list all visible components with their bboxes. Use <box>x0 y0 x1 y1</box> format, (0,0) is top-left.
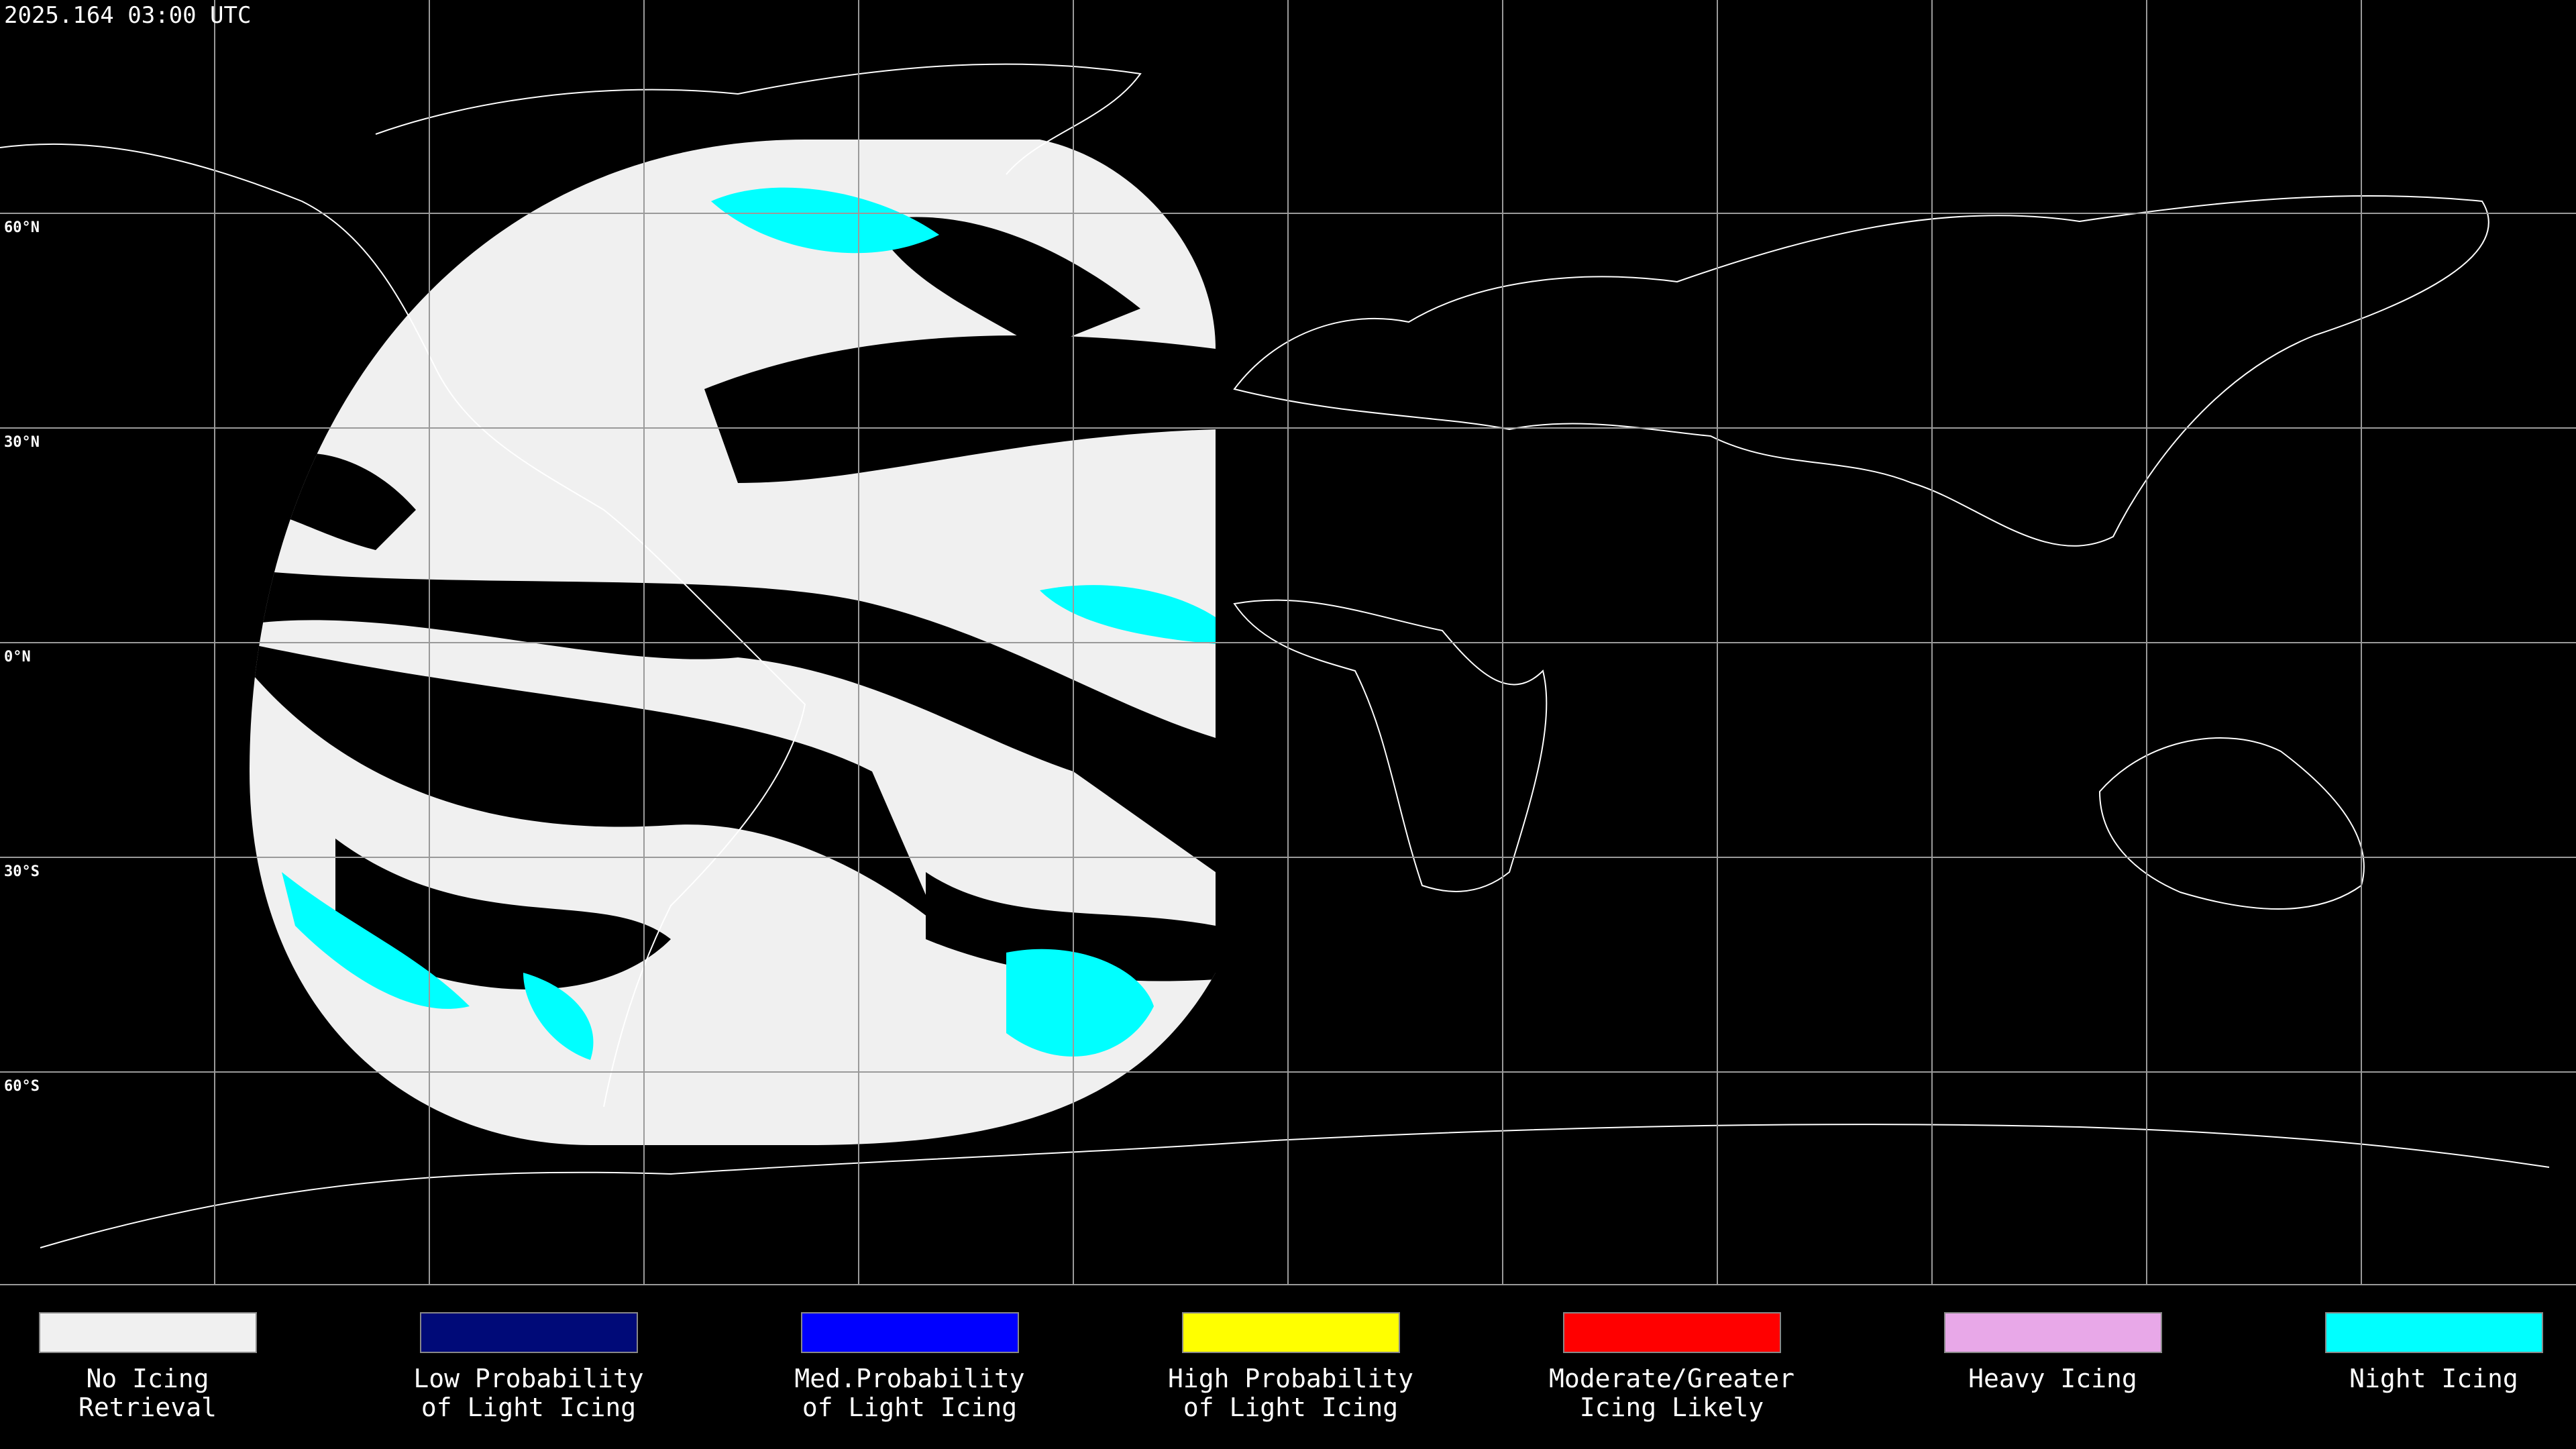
legend-swatch <box>1563 1312 1781 1353</box>
legend-label: Heavy Icing <box>1968 1364 2137 1393</box>
legend-swatch <box>1944 1312 2162 1353</box>
legend-swatch <box>1182 1312 1400 1353</box>
legend-label: Night Icing <box>2349 1364 2518 1393</box>
legend-label: of Light Icing <box>421 1393 636 1422</box>
legend-swatch <box>801 1312 1019 1353</box>
legend-label: Low Probability <box>413 1364 643 1393</box>
coastlines <box>0 63 2550 1248</box>
graticule <box>0 0 2576 1285</box>
legend-label: Med.Probability <box>794 1364 1024 1393</box>
legend-swatch <box>2325 1312 2543 1353</box>
legend-swatch <box>39 1312 257 1353</box>
latitude-label: 30°N <box>4 434 40 451</box>
latitude-label: 30°S <box>4 863 40 880</box>
legend-label: No Icing <box>86 1364 209 1393</box>
legend-label: of Light Icing <box>802 1393 1017 1422</box>
timestamp: 2025.164 03:00 UTC <box>4 2 251 29</box>
legend-swatch <box>420 1312 638 1353</box>
legend-label: Retrieval <box>78 1393 217 1422</box>
legend-label: Moderate/Greater <box>1549 1364 1794 1393</box>
latitude-labels: 60°N 30°N 0°N 30°S 60°S <box>4 219 40 1095</box>
latitude-label: 60°N <box>4 219 40 236</box>
latitude-label: 0°N <box>4 649 31 665</box>
latitude-label: 60°S <box>4 1078 40 1095</box>
legend-label: Icing Likely <box>1580 1393 1764 1422</box>
legend-label: of Light Icing <box>1183 1393 1398 1422</box>
legend-label: High Probability <box>1168 1364 1413 1393</box>
